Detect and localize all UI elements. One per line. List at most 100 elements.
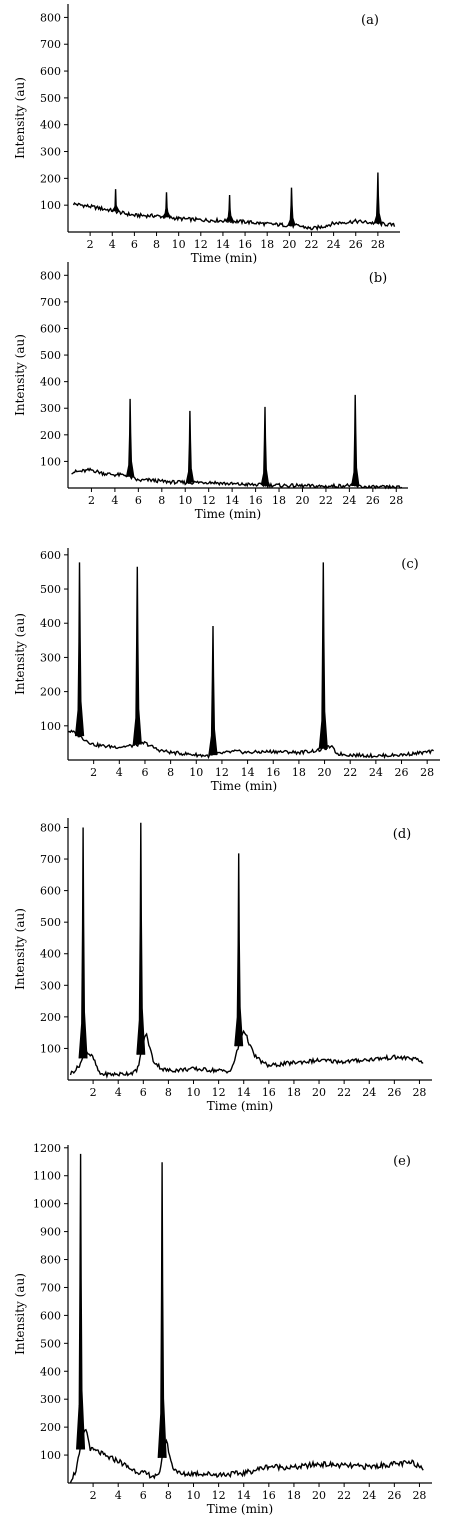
x-tick-label: 2 xyxy=(87,238,94,251)
x-tick-label: 8 xyxy=(165,1489,172,1502)
peak-2 xyxy=(136,822,146,1055)
y-tick-label: 300 xyxy=(40,146,61,159)
y-tick-label: 200 xyxy=(40,1421,61,1434)
y-tick-label: 600 xyxy=(40,322,61,335)
x-tick-label: 22 xyxy=(337,1086,351,1099)
x-tick-label: 16 xyxy=(262,1489,276,1502)
y-tick-label: 600 xyxy=(40,885,61,898)
x-tick-label: 6 xyxy=(135,494,142,507)
x-tick-label: 20 xyxy=(318,766,332,779)
y-tick-label: 800 xyxy=(40,11,61,24)
peak-1 xyxy=(76,1153,86,1450)
x-tick-label: 22 xyxy=(343,766,357,779)
x-tick-label: 18 xyxy=(260,238,274,251)
x-tick-label: 12 xyxy=(194,238,208,251)
x-tick-label: 16 xyxy=(238,238,252,251)
y-tick-label: 100 xyxy=(40,455,61,468)
y-axis-title: Intensity (au) xyxy=(13,908,27,990)
y-tick-label: 100 xyxy=(40,1449,61,1462)
x-tick-label: 24 xyxy=(362,1489,376,1502)
x-tick-label: 14 xyxy=(237,1489,251,1502)
y-tick-label: 800 xyxy=(40,821,61,834)
x-tick-label: 12 xyxy=(215,766,229,779)
x-tick-label: 28 xyxy=(389,494,403,507)
x-axis-title: Time (min) xyxy=(207,1502,273,1516)
y-tick-label: 200 xyxy=(40,686,61,699)
x-tick-label: 14 xyxy=(237,1086,251,1099)
chart-panel-5: 100 200 300 400 500 600 700 800 900 1000 1100 1200 2… xyxy=(13,1142,432,1516)
x-tick-label: 28 xyxy=(412,1086,426,1099)
y-tick-label: 500 xyxy=(40,1337,61,1350)
peak-2 xyxy=(185,410,195,483)
y-tick-label: 400 xyxy=(40,617,61,630)
y-tick-label: 400 xyxy=(40,1365,61,1378)
x-tick-label: 10 xyxy=(172,238,186,251)
x-tick-label: 6 xyxy=(140,1489,147,1502)
x-tick-label: 28 xyxy=(412,1489,426,1502)
peak-1 xyxy=(74,562,85,737)
x-tick-label: 26 xyxy=(395,766,409,779)
baseline-trace xyxy=(72,202,396,232)
y-tick-label: 500 xyxy=(40,916,61,929)
x-tick-label: 10 xyxy=(187,1086,201,1099)
x-tick-label: 24 xyxy=(362,1086,376,1099)
peak-2 xyxy=(132,566,142,745)
y-axis-title: Intensity (au) xyxy=(13,613,27,695)
y-tick-label: 100 xyxy=(40,720,61,733)
x-tick-label: 16 xyxy=(262,1086,276,1099)
x-tick-label: 20 xyxy=(295,494,309,507)
peak-3 xyxy=(208,625,218,756)
peak-4 xyxy=(351,394,360,487)
x-tick-label: 20 xyxy=(282,238,296,251)
y-tick-label: 400 xyxy=(40,376,61,389)
x-tick-label: 6 xyxy=(131,238,138,251)
x-tick-label: 10 xyxy=(178,494,192,507)
x-tick-label: 6 xyxy=(140,1086,147,1099)
x-axis-title: Time (min) xyxy=(211,779,277,793)
x-tick-label: 14 xyxy=(241,766,255,779)
y-axis-title: Intensity (au) xyxy=(13,1273,27,1355)
x-tick-label: 4 xyxy=(109,238,116,251)
x-tick-label: 18 xyxy=(272,494,286,507)
peak-4 xyxy=(318,562,328,749)
y-tick-label: 300 xyxy=(40,1393,61,1406)
x-tick-label: 16 xyxy=(249,494,263,507)
x-tick-label: 10 xyxy=(189,766,203,779)
peak-2 xyxy=(162,192,171,218)
peak-3 xyxy=(234,853,244,1047)
x-tick-label: 2 xyxy=(90,766,97,779)
peak-5 xyxy=(373,172,383,224)
y-tick-label: 700 xyxy=(40,296,61,309)
baseline-trace xyxy=(69,1029,424,1079)
x-tick-label: 28 xyxy=(420,766,434,779)
x-tick-label: 8 xyxy=(158,494,165,507)
x-tick-label: 26 xyxy=(349,238,363,251)
x-tick-label: 18 xyxy=(287,1086,301,1099)
y-tick-label: 200 xyxy=(40,1011,61,1024)
x-tick-label: 8 xyxy=(167,766,174,779)
panel-label: (b) xyxy=(369,271,387,286)
x-tick-label: 14 xyxy=(225,494,239,507)
x-tick-label: 12 xyxy=(212,1086,226,1099)
y-tick-label: 200 xyxy=(40,429,61,442)
y-tick-label: 500 xyxy=(40,349,61,362)
x-tick-label: 20 xyxy=(312,1086,326,1099)
y-tick-label: 300 xyxy=(40,979,61,992)
x-tick-label: 24 xyxy=(327,238,341,251)
y-tick-label: 200 xyxy=(40,172,61,185)
x-tick-label: 20 xyxy=(312,1489,326,1502)
baseline-trace xyxy=(69,1428,424,1483)
y-tick-label: 900 xyxy=(40,1226,61,1239)
x-tick-label: 4 xyxy=(115,1086,122,1099)
panel-label: (a) xyxy=(361,13,379,28)
y-tick-label: 700 xyxy=(40,853,61,866)
y-tick-label: 400 xyxy=(40,948,61,961)
x-tick-label: 4 xyxy=(115,1489,122,1502)
y-tick-label: 300 xyxy=(40,651,61,664)
y-tick-label: 1200 xyxy=(33,1142,61,1155)
panel-label: (d) xyxy=(393,827,411,842)
x-tick-label: 24 xyxy=(342,494,356,507)
x-tick-label: 6 xyxy=(141,766,148,779)
y-tick-label: 800 xyxy=(40,1254,61,1267)
